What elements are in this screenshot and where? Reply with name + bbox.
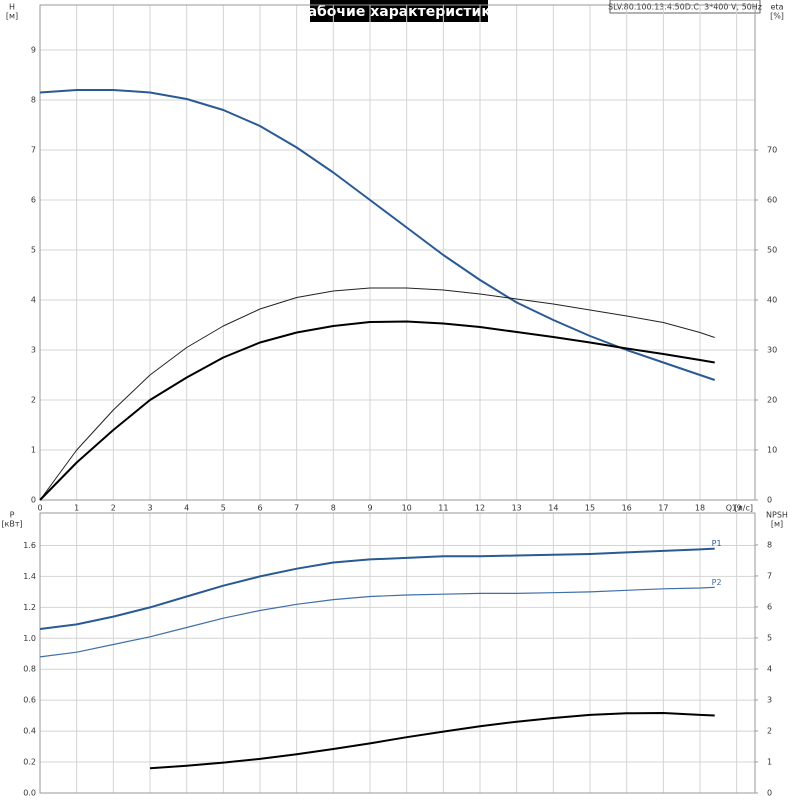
y-tick-label: 9 bbox=[31, 46, 36, 55]
y-tick-label: 5 bbox=[31, 246, 36, 255]
y-tick-label: 4 bbox=[31, 296, 36, 305]
series-label: P1 bbox=[712, 539, 722, 548]
y-axis-label: P bbox=[10, 511, 15, 520]
plot-frame bbox=[39, 512, 756, 794]
line-series bbox=[39, 586, 715, 658]
y-tick-label: 1.2 bbox=[23, 603, 36, 612]
y-tick-label: 1.6 bbox=[23, 541, 36, 550]
y2-axis-label: NPSH bbox=[766, 511, 788, 520]
y2-tick-label: 2 bbox=[767, 726, 772, 735]
x-tick-label: 7 bbox=[294, 504, 299, 513]
y2-tick-label: 60 bbox=[767, 196, 777, 205]
y2-tick-label: 8 bbox=[767, 540, 772, 549]
y2-axis-label: [%] bbox=[770, 12, 784, 21]
y-axis-label: [м] bbox=[6, 12, 18, 21]
y2-tick-label: 0 bbox=[767, 789, 772, 798]
x-tick-label: 16 bbox=[622, 504, 632, 513]
x-tick-label: 13 bbox=[512, 504, 522, 513]
y-tick-label: 6 bbox=[31, 196, 36, 205]
y-tick-label: 1.0 bbox=[23, 634, 36, 643]
line-series bbox=[39, 287, 715, 501]
x-tick-label: 0 bbox=[37, 504, 42, 513]
x-tick-label: 1 bbox=[74, 504, 79, 513]
y2-tick-label: 6 bbox=[767, 602, 772, 611]
y-tick-label: 7 bbox=[31, 146, 36, 155]
y2-axis-label: [м] bbox=[771, 520, 783, 529]
y-tick-label: 1 bbox=[31, 446, 36, 455]
x-tick-label: 5 bbox=[221, 504, 226, 513]
x-tick-label: 14 bbox=[548, 504, 558, 513]
x-tick-label: 19 bbox=[732, 504, 742, 513]
x-tick-label: 9 bbox=[367, 504, 372, 513]
y-tick-label: 0.8 bbox=[23, 665, 36, 674]
series-label: P2 bbox=[712, 578, 722, 587]
y-tick-label: 8 bbox=[31, 96, 36, 105]
line-series bbox=[39, 320, 715, 501]
x-tick-label: 12 bbox=[475, 504, 485, 513]
x-tick-label: 10 bbox=[402, 504, 412, 513]
y2-tick-label: 20 bbox=[767, 396, 777, 405]
y2-axis-label: eta bbox=[771, 3, 784, 12]
line-series bbox=[39, 547, 715, 630]
chart-title: Рабочие характеристики bbox=[297, 4, 500, 20]
model-label: SLV.80.100.13.4.50D.C, 3*400 V, 50Hz bbox=[608, 3, 762, 12]
x-axis-label: Q [л/с] bbox=[726, 504, 753, 513]
y2-tick-label: 10 bbox=[767, 446, 777, 455]
y-tick-label: 3 bbox=[31, 346, 36, 355]
y2-tick-label: 0 bbox=[767, 496, 772, 505]
x-tick-label: 11 bbox=[438, 504, 448, 513]
y2-tick-label: 1 bbox=[767, 757, 772, 766]
y2-tick-label: 4 bbox=[767, 664, 772, 673]
y-tick-label: 0.0 bbox=[23, 789, 36, 798]
y-tick-label: 0.2 bbox=[23, 758, 36, 767]
x-tick-label: 18 bbox=[695, 504, 705, 513]
plot-frame bbox=[39, 4, 756, 501]
x-tick-label: 6 bbox=[257, 504, 262, 513]
y2-tick-label: 30 bbox=[767, 346, 777, 355]
y-tick-label: 0 bbox=[31, 496, 36, 505]
y2-tick-label: 7 bbox=[767, 571, 772, 580]
x-tick-label: 15 bbox=[585, 504, 595, 513]
x-tick-label: 17 bbox=[658, 504, 668, 513]
y2-tick-label: 70 bbox=[767, 146, 777, 155]
y2-tick-label: 40 bbox=[767, 296, 777, 305]
y2-tick-label: 5 bbox=[767, 633, 772, 642]
y-tick-label: 1.4 bbox=[23, 572, 36, 581]
y-tick-label: 0.6 bbox=[23, 696, 36, 705]
y-axis-label: H bbox=[9, 3, 15, 12]
model-box bbox=[609, 0, 761, 14]
y2-tick-label: 3 bbox=[767, 695, 772, 704]
x-tick-label: 3 bbox=[147, 504, 152, 513]
line-series bbox=[149, 712, 715, 770]
line-series bbox=[39, 89, 716, 381]
x-tick-label: 2 bbox=[111, 504, 116, 513]
x-tick-label: 4 bbox=[184, 504, 189, 513]
y2-tick-label: 50 bbox=[767, 246, 777, 255]
y-tick-label: 2 bbox=[31, 396, 36, 405]
y-axis-label: [кВт] bbox=[1, 520, 22, 529]
y-tick-label: 0.4 bbox=[23, 727, 36, 736]
x-tick-label: 8 bbox=[331, 504, 336, 513]
